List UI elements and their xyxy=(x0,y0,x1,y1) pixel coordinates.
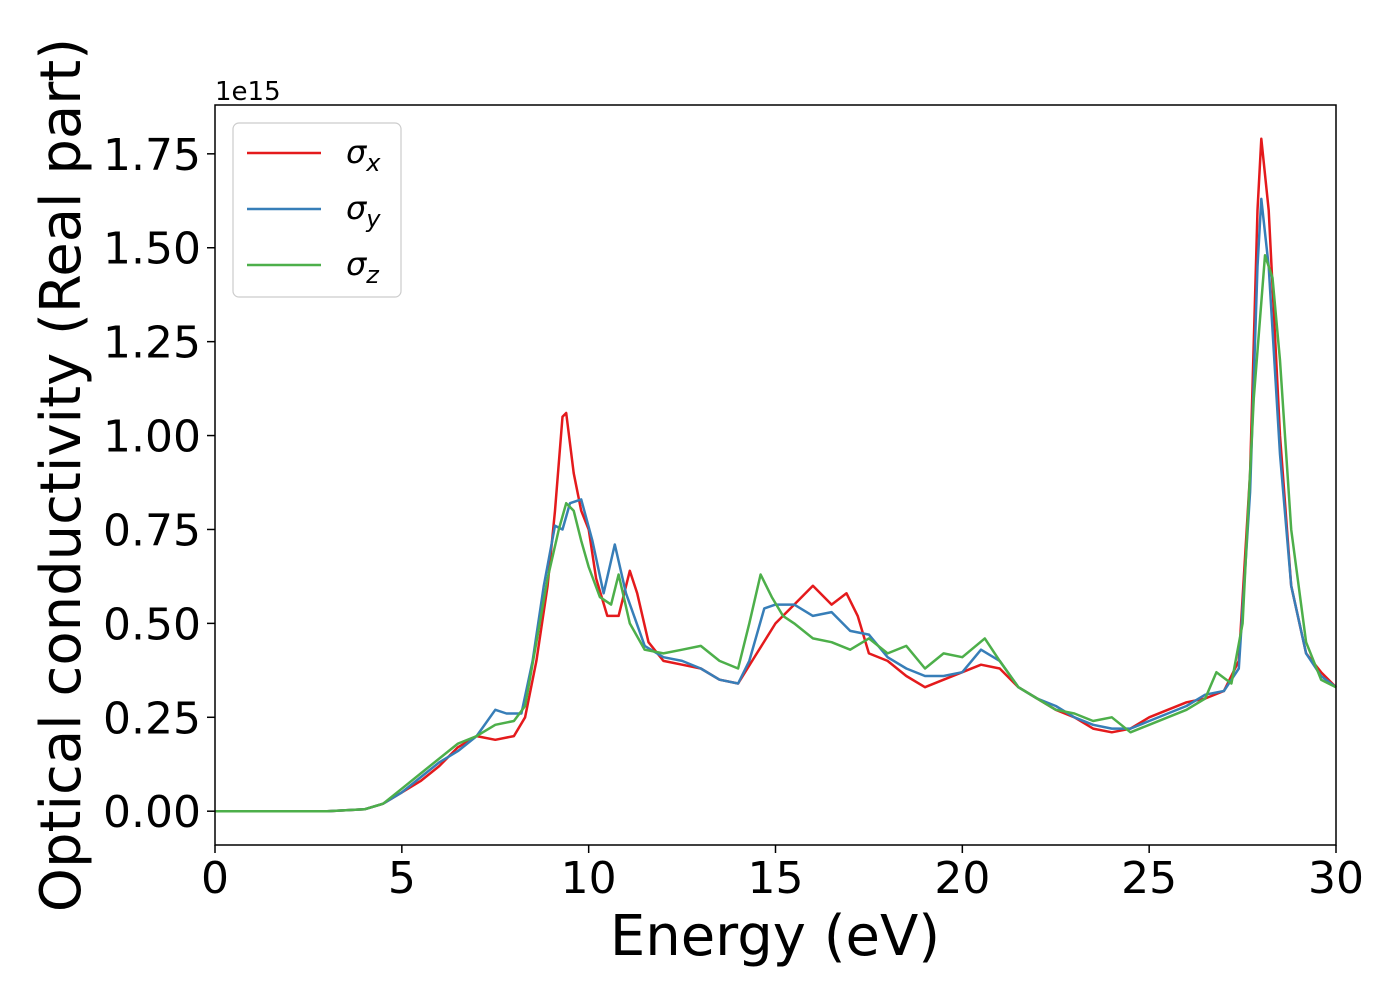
legend-symbol: σ xyxy=(346,245,368,283)
series-line-y xyxy=(215,197,1337,813)
y-axis-label: Optical conductivity (Real part) xyxy=(29,38,94,912)
x-tick-label: 15 xyxy=(748,853,804,904)
legend-label-z: σz xyxy=(346,245,380,289)
y-tick-label: 0.25 xyxy=(103,693,201,744)
legend-subscript: y xyxy=(365,205,381,233)
x-tick-label: 25 xyxy=(1121,853,1177,904)
legend-label-x: σx xyxy=(346,133,381,177)
y-tick-label: 1.50 xyxy=(103,224,201,275)
x-tick-label: 30 xyxy=(1308,853,1364,904)
x-tick-label: 20 xyxy=(934,853,990,904)
y-tick-label: 1.25 xyxy=(103,318,201,369)
x-tick-label: 5 xyxy=(388,853,416,904)
legend-label-y: σy xyxy=(346,189,381,233)
series-layer xyxy=(215,137,1337,813)
legend-symbol: σ xyxy=(346,133,368,171)
x-tick-label: 0 xyxy=(201,853,229,904)
y-tick-label: 0.00 xyxy=(103,787,201,838)
y-tick-label: 0.75 xyxy=(103,505,201,556)
x-axis-label: Energy (eV) xyxy=(610,904,940,969)
y-axis-ticks: 0.00 0.25 0.50 0.75 1.00 1.25 1.50 1.75 xyxy=(103,130,215,838)
plot-frame xyxy=(214,104,1337,846)
y-tick-label: 0.50 xyxy=(103,599,201,650)
x-tick-label: 10 xyxy=(561,853,617,904)
legend-subscript: x xyxy=(365,149,381,177)
series-line-z xyxy=(215,254,1337,813)
y-tick-label: 1.75 xyxy=(103,130,201,181)
legend-symbol: σ xyxy=(346,189,368,227)
legend-subscript: z xyxy=(365,261,380,289)
y-tick-label: 1.00 xyxy=(103,412,201,463)
y-offset-label: 1e15 xyxy=(215,77,281,107)
x-axis-ticks: 0 5 10 15 20 25 30 xyxy=(201,845,1364,904)
